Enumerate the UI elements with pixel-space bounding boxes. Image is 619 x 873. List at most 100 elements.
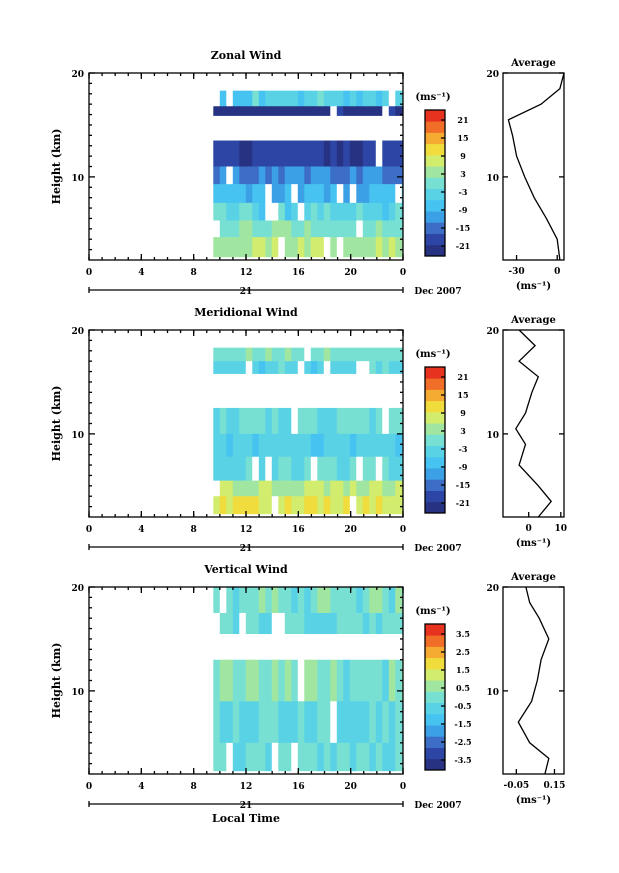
heatmap-cell <box>330 496 338 515</box>
heatmap-cell <box>310 659 318 702</box>
heatmap-cell <box>395 456 403 481</box>
colorbar-label: 9 <box>460 408 466 418</box>
heatmap-cell <box>375 220 383 238</box>
heatmap-cell <box>226 587 234 614</box>
heatmap-cell <box>245 742 253 772</box>
colorbar-segment <box>425 367 445 379</box>
heatmap-cell <box>310 742 318 772</box>
heatmap-cell <box>252 237 260 258</box>
heatmap-cell <box>265 202 273 221</box>
heatmap-cell <box>226 90 234 107</box>
heatmap-cell <box>245 166 253 185</box>
heatmap-cell <box>278 659 286 702</box>
heatmap-cell <box>369 433 377 458</box>
heatmap-cell <box>226 456 234 481</box>
heatmap-cell <box>271 347 279 362</box>
colorbar-segment <box>425 211 445 223</box>
heatmap-cell <box>219 90 227 107</box>
x-tick-label: 20 <box>344 782 357 792</box>
heatmap-cell <box>343 480 351 497</box>
heatmap-cell <box>356 433 364 458</box>
heatmap-cell <box>278 220 286 238</box>
heatmap-cell <box>219 742 227 772</box>
heatmap-cell <box>239 433 247 458</box>
heatmap-cell <box>239 347 247 362</box>
profile-x-label: (ms⁻¹) <box>516 538 551 549</box>
heatmap-cell <box>382 237 390 258</box>
heatmap-cell <box>330 701 338 744</box>
heatmap-cell <box>330 237 338 258</box>
heatmap-cell <box>343 659 351 702</box>
heatmap-cell <box>356 140 364 167</box>
heatmap-cell <box>349 347 357 362</box>
heatmap-cell <box>258 407 266 435</box>
heatmap-cell <box>213 90 221 107</box>
heatmap-cell <box>310 237 318 258</box>
heatmap-cell <box>284 587 292 614</box>
heatmap-cell <box>349 456 357 481</box>
heatmap-cell <box>356 202 364 221</box>
heatmap-cell <box>343 90 351 107</box>
heatmap-cell <box>284 659 292 702</box>
colorbar-segment <box>425 177 445 190</box>
heatmap-cell <box>226 407 234 435</box>
heatmap-cell <box>245 496 253 515</box>
heatmap-cell <box>349 701 357 744</box>
profile-y-tick-label: 10 <box>486 688 499 698</box>
heatmap-cell <box>388 140 396 167</box>
heatmap-cell <box>317 496 325 515</box>
heatmap-cell <box>304 361 312 374</box>
profile-x-tick-label: -0.05 <box>504 781 530 791</box>
heatmap-cell <box>245 347 253 362</box>
heatmap-cell <box>291 407 299 435</box>
heatmap-cell <box>330 480 338 497</box>
heatmap-cell <box>336 140 344 167</box>
heatmap-cell <box>323 184 331 204</box>
heatmap-cell <box>310 587 318 614</box>
profile-title: Average <box>510 572 556 583</box>
heatmap-cell <box>317 106 325 116</box>
heatmap-cell <box>252 433 260 458</box>
heatmap-cell <box>291 742 299 772</box>
heatmap-cell <box>330 742 338 772</box>
colorbar-label: 21 <box>457 372 468 382</box>
heatmap-cell <box>284 140 292 167</box>
heatmap-cell <box>252 456 260 481</box>
heatmap-cell <box>297 496 305 515</box>
colorbar-segment <box>425 154 445 167</box>
heatmap-cell <box>330 140 338 167</box>
date-tick-label: 21 <box>240 544 253 554</box>
heatmap-cell <box>213 612 221 635</box>
heatmap-cell <box>245 701 253 744</box>
heatmap-cell <box>232 361 240 374</box>
heatmap-cell <box>382 90 390 107</box>
heatmap-cell <box>317 361 325 374</box>
colorbar-segment <box>425 624 445 636</box>
heatmap-cell <box>245 612 253 635</box>
colorbar-segment <box>425 736 445 748</box>
heatmap-cell <box>310 347 318 362</box>
heatmap-cell <box>265 237 273 258</box>
colorbar-segment <box>425 691 445 704</box>
heatmap-cell <box>239 456 247 481</box>
heatmap-cell <box>323 220 331 238</box>
heatmap-cell <box>330 407 338 435</box>
colorbar-label: -3 <box>459 444 468 454</box>
heatmap-cell <box>356 106 364 116</box>
colorbar-segment <box>425 657 445 670</box>
y-tick-label: 10 <box>71 688 84 698</box>
heatmap-cell <box>271 480 279 497</box>
y-tick-label: 10 <box>71 431 84 441</box>
heatmap-cell <box>226 496 234 515</box>
heatmap-cell <box>284 433 292 458</box>
date-tick-label: 21 <box>240 287 253 297</box>
x-tick-label: 0 <box>86 782 92 792</box>
heatmap-cell <box>362 184 370 204</box>
heatmap-cell <box>297 202 305 221</box>
heatmap-cell <box>304 480 312 497</box>
heatmap-cell <box>226 166 234 185</box>
heatmap-cell <box>310 433 318 458</box>
profile-frame <box>502 329 565 518</box>
heatmap-cell <box>388 90 396 107</box>
colorbar-segment <box>425 166 445 178</box>
